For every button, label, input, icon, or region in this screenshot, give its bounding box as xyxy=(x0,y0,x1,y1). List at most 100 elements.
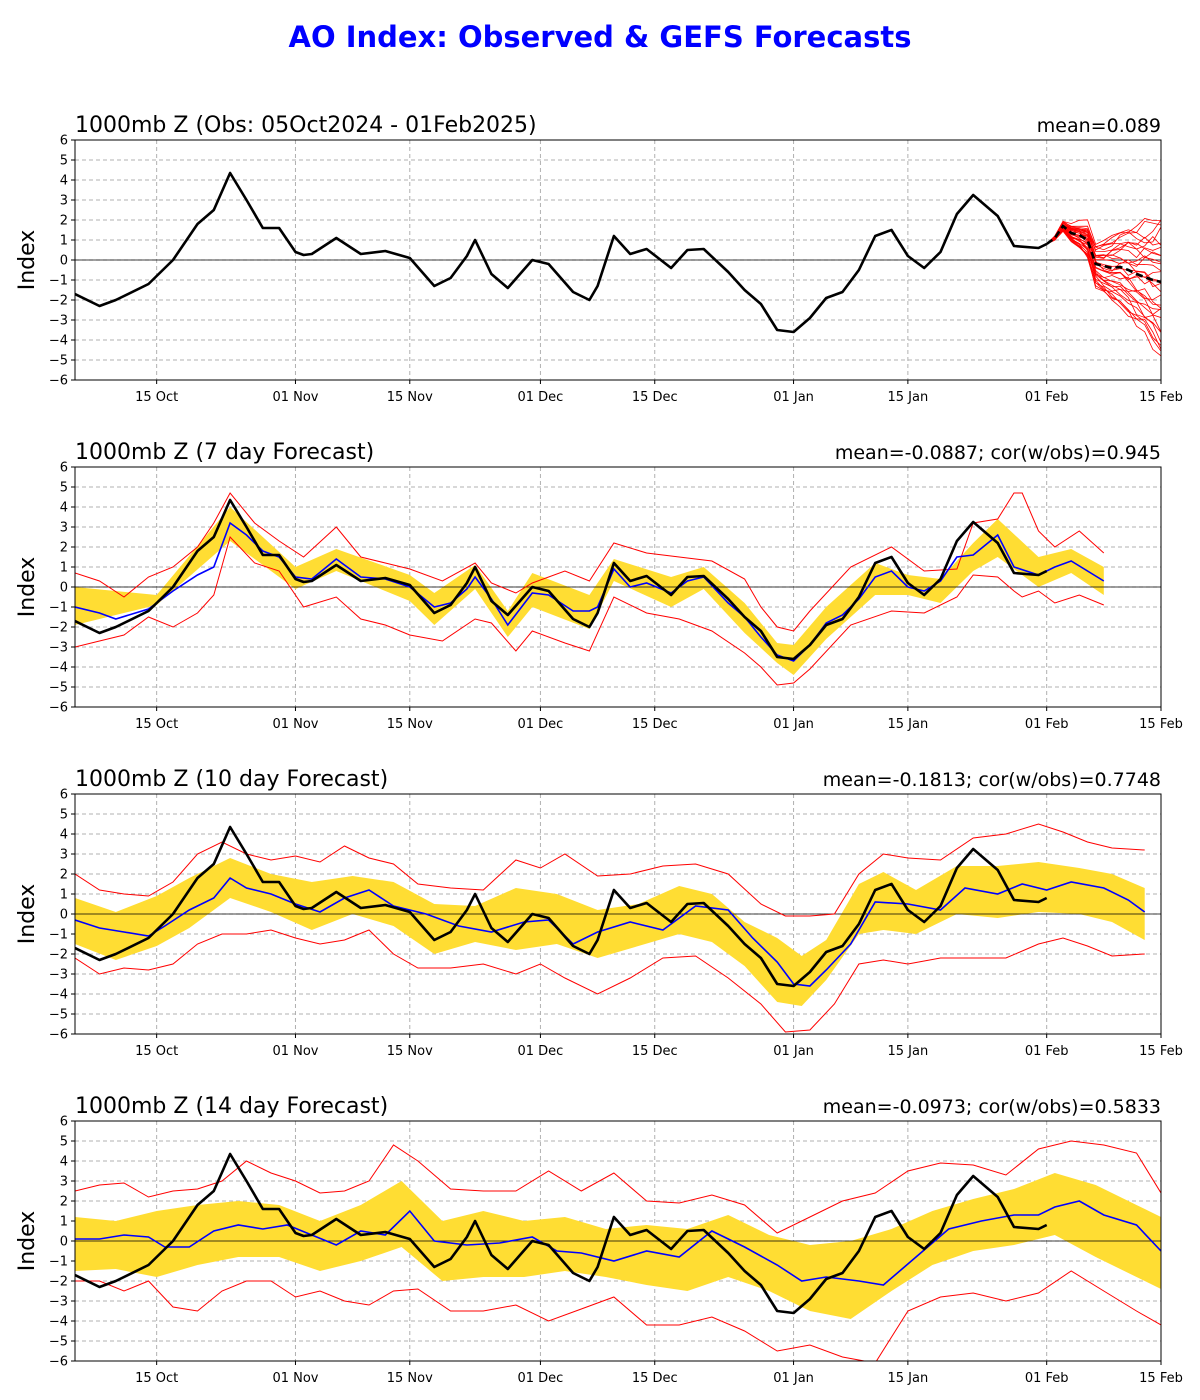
plot-area xyxy=(75,492,1161,686)
y-tick-label: 3 xyxy=(60,521,68,536)
observed-line xyxy=(75,498,1048,661)
ensemble-member-line xyxy=(1046,222,1161,251)
x-tick-label: 01 Feb xyxy=(1025,1044,1069,1059)
panel-3: −6 −5 −4 −3 −2 −1 0 1 2 3 4 5 6 15 Oct 01 Nov 15 Nov 01 … xyxy=(15,767,1183,1059)
y-tick-label: −3 xyxy=(49,1295,68,1310)
y-tick-label: 0 xyxy=(60,581,68,596)
y-tick-label: −5 xyxy=(49,1008,68,1023)
ensemble-member-line xyxy=(1046,223,1161,267)
y-tick-label: 6 xyxy=(60,134,68,149)
ensemble-member-line xyxy=(1046,218,1161,248)
x-tick-label: 01 Nov xyxy=(272,1044,318,1059)
y-tick-label: 3 xyxy=(60,1175,68,1190)
x-tick-label: 15 Feb xyxy=(1139,717,1183,732)
observed-line xyxy=(75,1152,1048,1315)
x-tick-label: 01 Jan xyxy=(773,1044,814,1059)
y-tick-label: 0 xyxy=(60,1235,68,1250)
y-tick-label: −3 xyxy=(49,641,68,656)
min-line xyxy=(75,1270,1161,1361)
x-tick-label: 01 Feb xyxy=(1025,390,1069,405)
plot-area xyxy=(75,171,1161,357)
y-tick-label: −2 xyxy=(49,294,68,309)
y-tick-label: 2 xyxy=(60,541,68,556)
y-axis-label: Index xyxy=(15,1211,40,1272)
x-tick-label: 15 Jan xyxy=(888,390,929,405)
ensemble-member-line xyxy=(1046,227,1161,285)
panel-title: 1000mb Z (10 day Forecast) xyxy=(75,767,388,792)
y-tick-label: −3 xyxy=(49,968,68,983)
ensemble-mean-line xyxy=(75,876,1146,987)
ensemble-member-line xyxy=(1046,222,1161,251)
ensemble-member-line xyxy=(1046,230,1161,346)
y-tick-label: −5 xyxy=(49,354,68,369)
max-line xyxy=(75,823,1145,917)
x-tick-label: 01 Jan xyxy=(773,717,814,732)
x-tick-label: 15 Dec xyxy=(632,390,678,405)
observed-line xyxy=(75,171,1048,334)
panel-stat-label: mean=-0.0887; cor(w/obs)=0.945 xyxy=(835,442,1161,464)
x-tick-label: 01 Dec xyxy=(518,1371,564,1386)
y-tick-label: 2 xyxy=(60,214,68,229)
y-tick-label: 5 xyxy=(60,154,68,169)
y-axis-label: Index xyxy=(15,884,40,945)
y-tick-label: −6 xyxy=(49,374,68,389)
x-tick-label: 15 Dec xyxy=(632,1044,678,1059)
y-axis-label: Index xyxy=(15,230,40,291)
y-tick-label: −6 xyxy=(49,1028,68,1043)
x-tick-label: 01 Jan xyxy=(773,1371,814,1386)
y-tick-label: 4 xyxy=(60,1155,68,1170)
x-tick-label: 15 Dec xyxy=(632,717,678,732)
panel-1: −6 −5 −4 −3 −2 −1 0 1 2 3 4 5 6 15 Oct 01 Nov 15 Nov 01 … xyxy=(15,113,1183,405)
ensemble-member-line xyxy=(1046,219,1161,245)
plot-area xyxy=(75,1140,1161,1361)
forecast-mean-line xyxy=(1045,224,1161,284)
y-tick-label: −6 xyxy=(49,701,68,716)
y-tick-label: −4 xyxy=(49,1315,68,1330)
panel-stat-label: mean=-0.0973; cor(w/obs)=0.5833 xyxy=(823,1096,1161,1118)
ensemble-member-line xyxy=(1046,228,1161,343)
y-tick-label: −1 xyxy=(49,928,68,943)
x-tick-label: 15 Jan xyxy=(888,717,929,732)
y-tick-label: 5 xyxy=(60,481,68,496)
y-tick-label: −1 xyxy=(49,274,68,289)
x-tick-label: 01 Dec xyxy=(518,717,564,732)
figure-title: AO Index: Observed & GEFS Forecasts xyxy=(288,20,912,54)
x-tick-label: 01 Nov xyxy=(272,717,318,732)
y-tick-label: 3 xyxy=(60,848,68,863)
x-tick-label: 15 Dec xyxy=(632,1371,678,1386)
y-tick-label: 5 xyxy=(60,808,68,823)
spread-band xyxy=(75,507,1104,675)
y-tick-label: −5 xyxy=(49,1335,68,1350)
y-tick-label: −6 xyxy=(49,1355,68,1370)
ensemble-member-line xyxy=(1046,226,1161,301)
x-tick-label: 01 Nov xyxy=(272,390,318,405)
y-tick-label: 1 xyxy=(60,888,68,903)
spread-band xyxy=(75,858,1145,1006)
x-tick-label: 15 Oct xyxy=(135,717,178,732)
x-tick-label: 01 Feb xyxy=(1025,717,1069,732)
y-tick-label: 6 xyxy=(60,461,68,476)
y-tick-label: −5 xyxy=(49,681,68,696)
y-tick-label: 0 xyxy=(60,908,68,923)
y-tick-label: 2 xyxy=(60,868,68,883)
y-tick-label: −2 xyxy=(49,1275,68,1290)
max-line xyxy=(75,1140,1161,1234)
y-tick-label: 1 xyxy=(60,1215,68,1230)
x-tick-label: 15 Feb xyxy=(1139,1371,1183,1386)
x-tick-label: 15 Jan xyxy=(888,1371,929,1386)
y-tick-label: 5 xyxy=(60,1135,68,1150)
x-tick-label: 15 Oct xyxy=(135,1371,178,1386)
y-tick-label: −4 xyxy=(49,661,68,676)
panel-title: 1000mb Z (Obs: 05Oct2024 - 01Feb2025) xyxy=(75,113,537,138)
x-tick-label: 15 Feb xyxy=(1139,1044,1183,1059)
x-tick-label: 15 Nov xyxy=(387,1371,433,1386)
x-tick-label: 15 Jan xyxy=(888,1044,929,1059)
x-tick-label: 01 Nov xyxy=(272,1371,318,1386)
y-tick-label: 1 xyxy=(60,561,68,576)
y-axis-label: Index xyxy=(15,557,40,618)
x-tick-label: 15 Oct xyxy=(135,390,178,405)
y-tick-label: 4 xyxy=(60,828,68,843)
y-tick-label: −1 xyxy=(49,1255,68,1270)
y-tick-label: 1 xyxy=(60,234,68,249)
